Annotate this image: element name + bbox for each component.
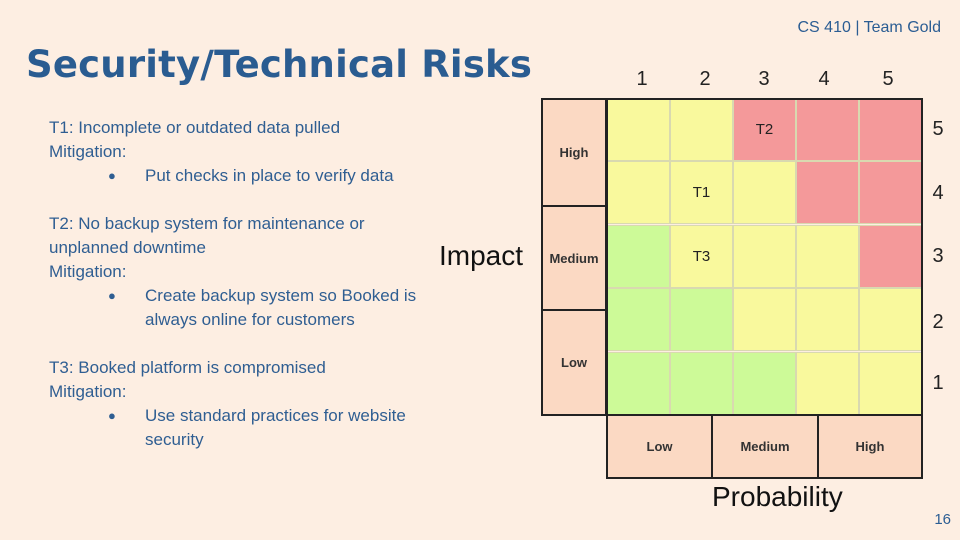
impact-label-low: Low [541,309,607,416]
matrix-cell: T1 [670,161,733,225]
impact-axis-title: Impact [439,240,524,271]
mitigation-bullet: ● Use standard practices for website secu… [49,404,429,452]
mitigation-bullet: ● Put checks in place to verify data [49,164,429,188]
row-number: 1 [932,372,944,394]
column-number: 5 [882,68,894,90]
matrix-cell [796,288,859,352]
row-number: 4 [932,182,944,204]
mitigation-text: Use standard practices for website secur… [145,406,406,449]
probability-label-low: Low [606,414,713,479]
mitigation-label: Mitigation: [49,382,127,401]
slide-title: Security/Technical Risks [26,43,533,86]
page-number: 16 [934,511,951,528]
risk-title: T3: Booked platform is compromised [49,358,326,377]
matrix-cell [859,288,922,352]
column-number: 2 [699,68,711,90]
risk-title: T1: Incomplete or outdated data pulled [49,118,341,137]
matrix-cell [859,224,922,288]
probability-axis-title: Probability [712,481,843,512]
risk-item-t3: T3: Booked platform is compromised Mitig… [49,356,429,452]
bullet-icon: ● [108,408,116,423]
matrix-cell [607,351,670,415]
matrix-cell: T3 [670,224,733,288]
matrix-cell [796,351,859,415]
risk-marker-t3: T3 [692,247,711,265]
matrix-cell [733,351,796,415]
mitigation-label: Mitigation: [49,262,127,281]
course-label: CS 410 | Team Gold [797,19,942,36]
column-number: 1 [636,68,648,90]
matrix-cell [796,98,859,161]
impact-label-high: High [541,98,607,207]
matrix-cell [607,288,670,352]
risk-item-t2: T2: No backup system for maintenance or … [49,212,429,332]
matrix-cell [796,224,859,288]
mitigation-text: Create backup system so Booked is always… [145,286,417,329]
matrix-cell [859,161,922,225]
matrix-cell [733,161,796,225]
matrix-cell [670,288,733,352]
matrix-cell [733,224,796,288]
risk-marker-t2: T2 [755,121,774,138]
probability-label-high: High [817,414,923,479]
matrix-cell [733,288,796,352]
probability-label-medium: Medium [711,414,819,479]
risk-title: T2: No backup system for maintenance or … [49,214,365,257]
risk-marker-t1: T1 [692,184,711,202]
risk-list: T1: Incomplete or outdated data pulled M… [49,116,429,476]
column-number: 3 [758,68,770,90]
mitigation-bullet: ● Create backup system so Booked is alway… [49,284,429,332]
matrix-cell [607,161,670,225]
matrix-cell [859,351,922,415]
mitigation-label: Mitigation: [49,142,127,161]
bullet-icon: ● [108,168,116,183]
row-number: 2 [932,311,944,333]
risk-item-t1: T1: Incomplete or outdated data pulled M… [49,116,429,188]
row-number: 5 [932,118,944,140]
mitigation-text: Put checks in place to verify data [145,166,394,185]
row-number: 3 [932,245,944,267]
matrix-cell [670,98,733,161]
matrix-cell [607,224,670,288]
bullet-icon: ● [108,288,116,303]
matrix-cell [670,351,733,415]
matrix-cell: T2 [733,98,796,161]
matrix-cell [796,161,859,225]
column-number: 4 [818,68,830,90]
matrix-cell [859,98,922,161]
matrix-cell [607,98,670,161]
impact-label-medium: Medium [541,205,607,311]
